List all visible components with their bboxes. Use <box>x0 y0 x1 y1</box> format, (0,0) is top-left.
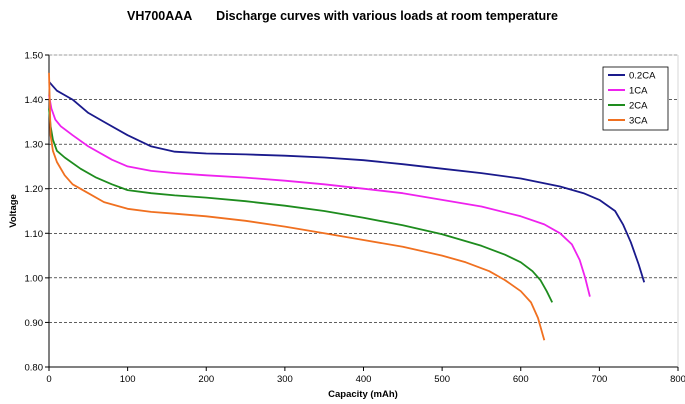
y-tick-label: 1.10 <box>25 229 44 240</box>
y-tick-label: 1.50 <box>25 51 44 62</box>
y-tick-label: 1.00 <box>25 273 44 284</box>
y-tick-label: 1.20 <box>25 184 44 195</box>
x-tick-label: 300 <box>277 374 293 385</box>
legend: 0.2CA 1CA 2CA 3CA <box>602 66 669 131</box>
x-tick-label: 600 <box>513 374 529 385</box>
x-tick-label: 400 <box>356 374 372 385</box>
series-line-1ca <box>48 94 591 297</box>
y-tick-label: 0.80 <box>25 363 44 374</box>
legend-label: 0.2CA <box>629 71 656 82</box>
y-ticks: 0.80 0.90 1.00 1.10 1.20 1.30 1.40 1.50 <box>25 51 49 374</box>
x-tick-label: 100 <box>120 374 136 385</box>
y-tick-label: 0.90 <box>25 318 44 329</box>
y-tick-label: 1.40 <box>25 95 44 106</box>
series-lines <box>48 72 646 341</box>
x-ticks: 0 100 200 300 400 500 600 700 800 <box>46 367 685 385</box>
x-tick-label: 200 <box>198 374 214 385</box>
series-line-2ca <box>48 108 554 303</box>
series-line-3ca <box>48 72 546 341</box>
y-axis-label: Voltage <box>8 194 19 228</box>
x-tick-label: 700 <box>591 374 607 385</box>
legend-label: 3CA <box>629 116 648 127</box>
series-line-0-2ca <box>48 81 646 283</box>
x-axis-label: Capacity (mAh) <box>328 389 398 400</box>
x-tick-label: 0 <box>46 374 51 385</box>
x-tick-label: 500 <box>434 374 450 385</box>
y-tick-label: 1.30 <box>25 140 44 151</box>
legend-label: 1CA <box>629 86 648 97</box>
x-tick-label: 800 <box>670 374 685 385</box>
legend-label: 2CA <box>629 101 648 112</box>
chart-title: VH700AAA Discharge curves with various l… <box>127 9 558 23</box>
